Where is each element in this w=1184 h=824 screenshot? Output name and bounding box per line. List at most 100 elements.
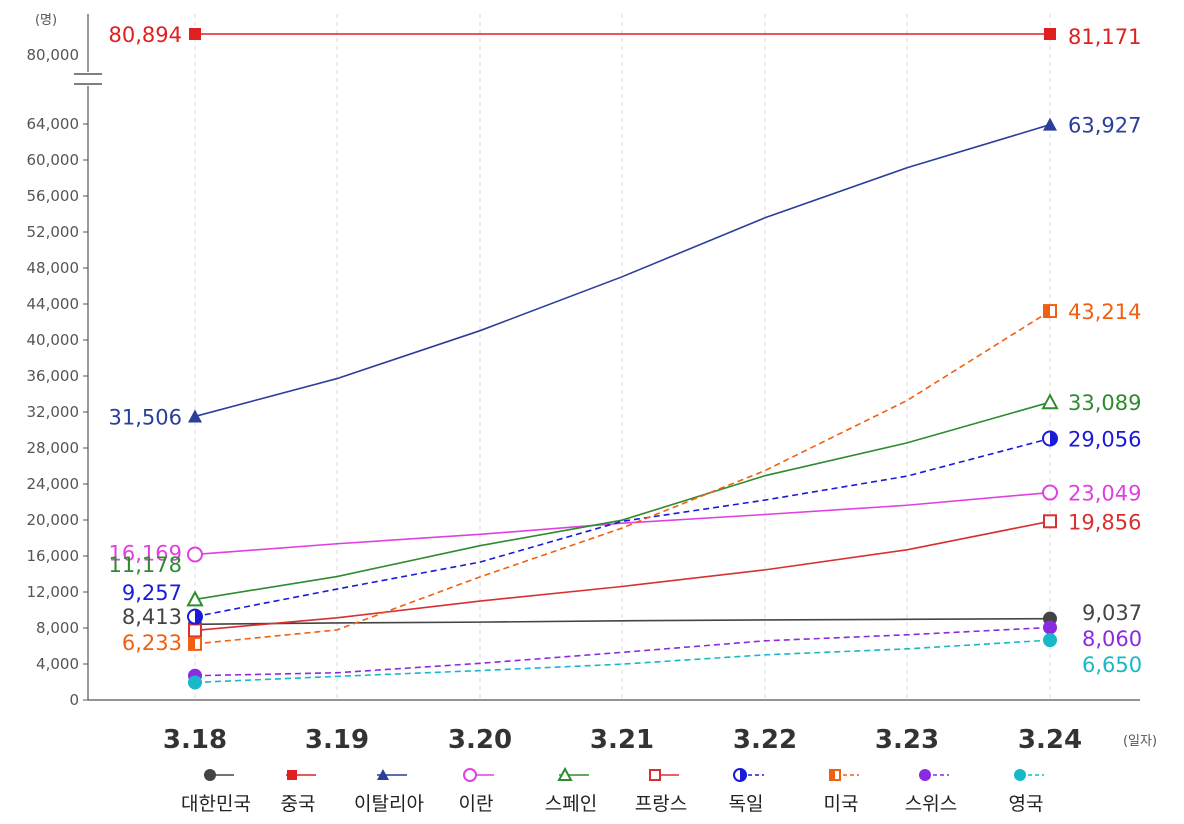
x-unit-label: (일자) — [1123, 734, 1157, 749]
marker-point — [649, 769, 661, 781]
data-label-end: 19,856 — [1068, 510, 1141, 534]
series-line — [194, 437, 1051, 618]
legend-item: 프랑스 — [635, 769, 687, 815]
data-label-end: 63,927 — [1068, 114, 1141, 138]
axes: 0 4,000 8,000 12,000 16,000 20,000 24,000 28,00… — [27, 13, 1158, 755]
data-labels: 8,413 9,037 80,894 81,171 31,506 63,927 16,169… — [109, 23, 1143, 677]
data-label-end: 23,049 — [1068, 482, 1141, 506]
series-line — [194, 639, 1051, 684]
data-label-start: 80,894 — [109, 23, 182, 47]
y-tick-label: 36,000 — [27, 367, 80, 385]
series-line — [194, 310, 1051, 645]
data-label-end: 29,056 — [1068, 427, 1141, 451]
marker-point-half — [1050, 431, 1057, 446]
data-label-start: 16,169 — [109, 541, 182, 565]
legend-label: 독일 — [729, 793, 764, 815]
y-unit-label: (명) — [35, 13, 57, 28]
y-tick-label: 4,000 — [36, 655, 79, 673]
series-line — [194, 626, 1051, 677]
marker-point — [287, 770, 297, 780]
y-tick-label: 24,000 — [27, 475, 80, 493]
series-line — [194, 123, 1051, 418]
legend-item: 중국 — [281, 770, 316, 815]
marker-point — [1043, 514, 1057, 529]
y-tick-label: 8,000 — [36, 619, 79, 637]
x-tick-label: 3.21 — [590, 725, 654, 755]
marker-point — [187, 546, 203, 563]
marker-point — [188, 409, 202, 423]
y-tick-label: 48,000 — [27, 259, 80, 277]
marker-point — [463, 768, 477, 782]
legend-label: 스페인 — [545, 793, 597, 815]
data-label-end: 81,171 — [1068, 25, 1141, 49]
legend-item: 이탈리아 — [354, 769, 424, 815]
marker-point — [1041, 393, 1059, 410]
data-label-end: 33,089 — [1068, 391, 1141, 415]
series-line — [194, 491, 1051, 556]
y-tick-label: 32,000 — [27, 403, 80, 421]
legend-item: 스위스 — [905, 769, 957, 815]
x-tick-label: 3.23 — [875, 725, 939, 755]
data-label-end: 6,650 — [1082, 653, 1142, 677]
marker-point — [1044, 28, 1056, 40]
data-label-end: 43,214 — [1068, 300, 1141, 324]
legend-label: 영국 — [1009, 793, 1044, 815]
legend-label: 스위스 — [905, 793, 957, 815]
legend-item: 독일 — [729, 768, 764, 815]
legend-label: 이탈리아 — [354, 793, 424, 815]
legend-label: 미국 — [824, 793, 859, 815]
marker-point — [1014, 769, 1026, 781]
marker-point — [377, 769, 389, 780]
marker-point-half — [740, 769, 746, 781]
marker-point-half — [189, 637, 195, 650]
y-tick-label: 44,000 — [27, 295, 80, 313]
marker-point — [188, 623, 202, 638]
data-label-end: 9,037 — [1082, 601, 1142, 625]
marker-point — [186, 590, 204, 607]
marker-point — [1043, 633, 1057, 648]
y-tick-label: 28,000 — [27, 439, 80, 457]
series-line — [194, 520, 1051, 632]
legend: 대한민국 중국 이탈리아 이란 스페인 프랑스 독일 미국 스위스 영국 — [181, 766, 1044, 815]
marker-point — [1043, 620, 1057, 635]
legend-label: 대한민국 — [181, 793, 251, 815]
marker-point — [557, 766, 573, 781]
data-label-start: 8,413 — [122, 605, 182, 629]
series-markers — [186, 28, 1059, 690]
legend-label: 이란 — [459, 793, 494, 815]
data-label-end: 8,060 — [1082, 627, 1142, 651]
data-label-start: 31,506 — [109, 405, 182, 429]
marker-point — [188, 675, 202, 690]
marker-point-half — [830, 770, 835, 780]
series-line — [194, 617, 1051, 626]
marker-point — [204, 769, 216, 781]
y-tick-label: 0 — [69, 691, 79, 709]
y-tick-label: 12,000 — [27, 583, 80, 601]
y-tick-label: 56,000 — [27, 187, 80, 205]
x-tick-label: 3.18 — [163, 725, 227, 755]
y-tick-label: 64,000 — [27, 115, 80, 133]
grid — [194, 14, 1051, 700]
legend-item: 대한민국 — [181, 769, 251, 815]
y-tick-label: 80,000 — [27, 46, 80, 64]
series-line — [194, 401, 1051, 601]
marker-point — [1042, 484, 1058, 501]
data-label-start: 6,233 — [122, 631, 182, 655]
series-lines — [194, 33, 1051, 684]
legend-item: 미국 — [824, 769, 859, 815]
legend-item: 이란 — [459, 768, 494, 815]
marker-point — [1043, 117, 1057, 131]
legend-item: 영국 — [1009, 769, 1044, 815]
data-label-start: 9,257 — [122, 581, 182, 605]
legend-item: 스페인 — [545, 766, 597, 815]
data-label-start: 11,178 — [109, 553, 182, 577]
marker-point — [189, 28, 201, 40]
y-tick-label: 20,000 — [27, 511, 80, 529]
marker-point — [919, 769, 931, 781]
legend-label: 프랑스 — [635, 793, 687, 815]
marker-point-half — [1044, 305, 1050, 318]
y-tick-label: 60,000 — [27, 151, 80, 169]
legend-label: 중국 — [281, 793, 316, 815]
x-tick-label: 3.24 — [1018, 725, 1082, 755]
